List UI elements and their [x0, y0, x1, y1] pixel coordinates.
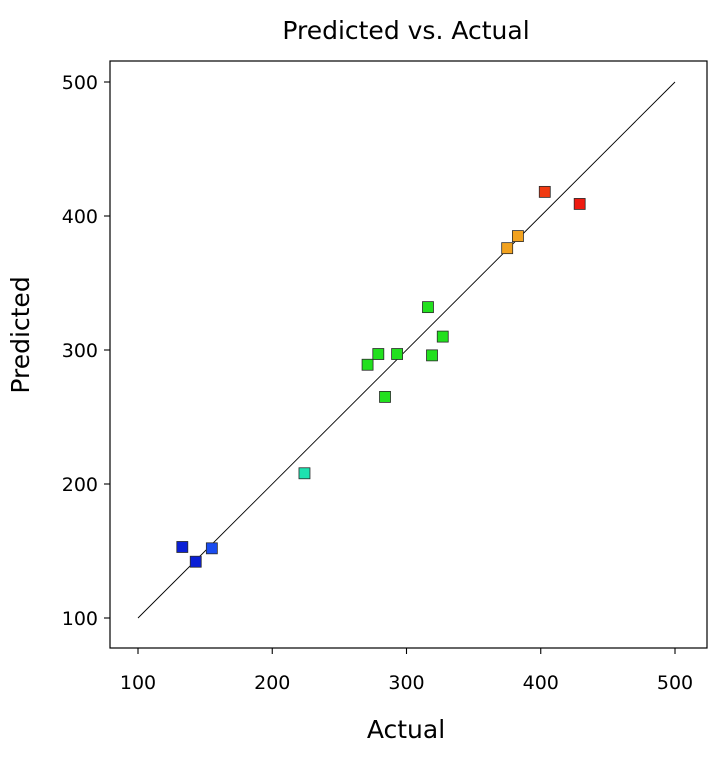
- data-point: [205, 542, 218, 555]
- x-axis-label: Actual: [367, 715, 445, 744]
- y-tick-label: 400: [62, 206, 98, 228]
- data-point: [189, 555, 202, 568]
- data-point: [426, 349, 438, 362]
- y-tick-label: 200: [62, 474, 98, 496]
- y-axis-label: Predicted: [6, 276, 35, 393]
- x-tick-label: 200: [254, 672, 290, 694]
- y-tick-label: 500: [62, 72, 98, 94]
- data-point: [538, 185, 551, 198]
- x-tick-label: 500: [657, 672, 693, 694]
- x-tick-label: 400: [523, 672, 559, 694]
- data-point: [573, 198, 586, 210]
- x-tick-label: 300: [388, 672, 424, 694]
- data-point: [298, 467, 311, 480]
- chart-title: Predicted vs. Actual: [282, 16, 529, 45]
- y-tick-label: 300: [62, 340, 98, 362]
- y-tick-label: 100: [62, 608, 98, 630]
- data-point: [436, 330, 449, 343]
- data-point: [361, 358, 374, 371]
- data-point: [501, 242, 514, 255]
- data-point: [391, 348, 404, 360]
- data-point: [379, 390, 391, 403]
- data-point: [372, 348, 385, 360]
- reference-line: [137, 81, 676, 619]
- data-point: [422, 301, 434, 314]
- data-point: [512, 230, 524, 243]
- data-point: [176, 541, 189, 553]
- x-tick-label: 100: [120, 672, 156, 694]
